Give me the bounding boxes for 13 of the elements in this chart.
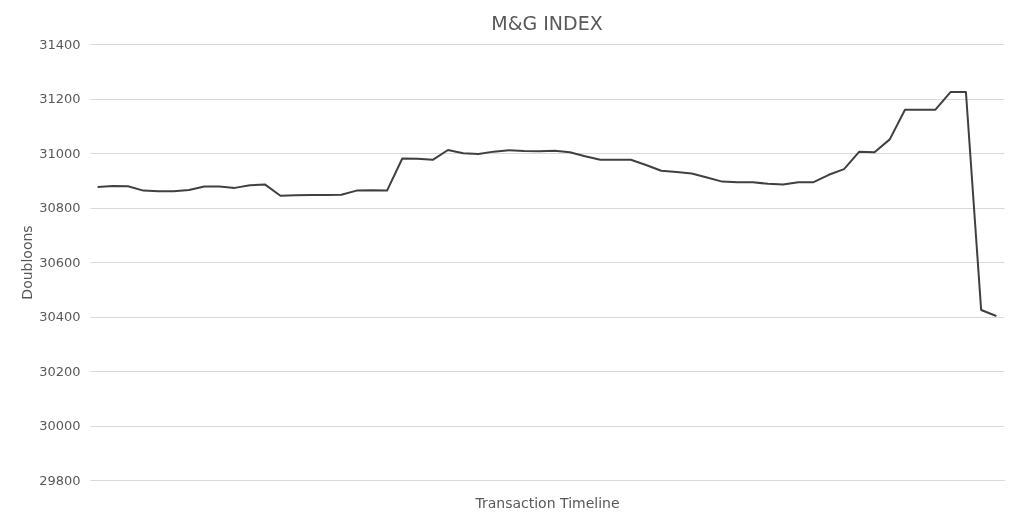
y-tick-label: 30400 xyxy=(39,309,81,324)
y-tick-label: 31000 xyxy=(39,145,81,161)
y-tick-label: 30200 xyxy=(39,363,81,379)
y-tick-label: 30000 xyxy=(39,418,81,433)
y-tick-label: 31200 xyxy=(39,91,81,106)
x-axis-title: Transaction Timeline xyxy=(474,494,620,511)
y-tick-label: 29800 xyxy=(39,472,81,488)
line-series xyxy=(96,90,998,317)
y-tick-label: 30600 xyxy=(39,254,81,270)
y-axis-title: Doubloons xyxy=(19,225,36,300)
chart-title: M&G INDEX xyxy=(491,12,603,34)
y-tick-label: 30800 xyxy=(39,200,81,215)
y-tick-label: 31400 xyxy=(39,36,81,52)
